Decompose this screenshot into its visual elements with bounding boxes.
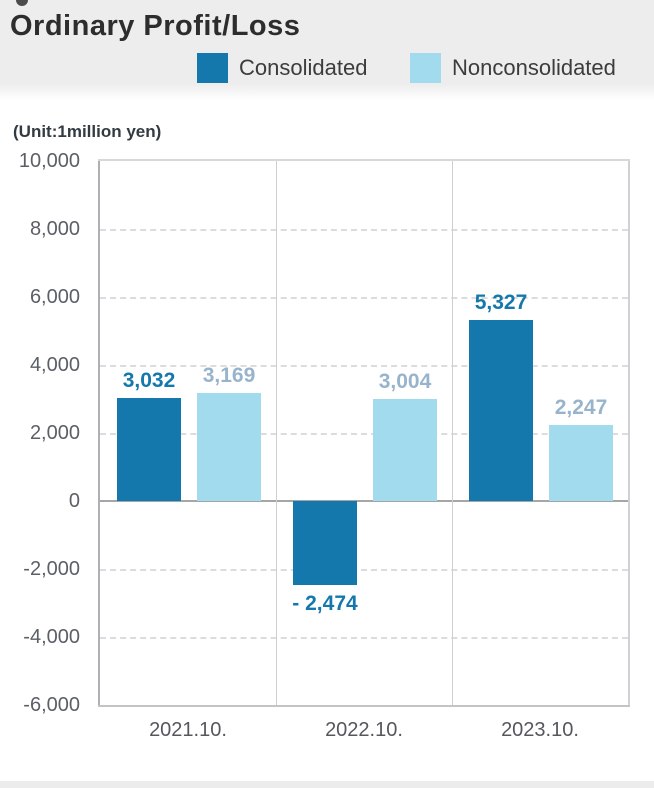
category-separator: [276, 161, 277, 705]
y-tick-label: 2,000: [29, 422, 80, 444]
legend-item-consolidated: Consolidated: [197, 52, 367, 84]
bar-value-label: 5,327: [474, 290, 528, 314]
consolidated-swatch: [197, 53, 228, 83]
legend-label-nonconsolidated: Nonconsolidated: [452, 55, 616, 80]
y-tick-label: 0: [68, 490, 80, 512]
gridline: [100, 297, 628, 299]
plot-area: 3,032 - 2,474 5,327 3,169 3,004 2,247: [100, 161, 628, 705]
plot-border-left: [98, 161, 100, 705]
chart-header: Ordinary Profit/Loss Consolidated Noncon…: [0, 0, 654, 102]
gridline: [100, 433, 628, 435]
y-axis: 10,000 8,000 6,000 4,000 2,000 0 -2,000 -4,000 -…: [0, 0, 80, 788]
chart-title: Ordinary Profit/Loss: [10, 10, 301, 42]
x-axis-label: 2023.10.: [501, 719, 579, 741]
screen-edge-artifact: [16, 0, 28, 6]
gridline: [100, 229, 628, 231]
bar-value-label: 2,247: [554, 395, 608, 419]
bar-consolidated-2022.10.: [293, 501, 357, 586]
y-tick-label: 10,000: [18, 150, 80, 172]
plot-border-bottom: [98, 705, 630, 707]
legend-item-nonconsolidated: Nonconsolidated: [410, 52, 616, 84]
bar-value-label: 3,169: [202, 364, 256, 388]
bar-value-label: 3,004: [378, 369, 432, 393]
plot-border-top: [98, 159, 630, 161]
legend-label-consolidated: Consolidated: [239, 55, 368, 80]
gridline: [100, 637, 628, 639]
y-tick-label: -2,000: [23, 558, 80, 580]
y-tick-label: -6,000: [23, 694, 80, 716]
bar-consolidated-2021.10.: [117, 397, 181, 501]
gridline: [100, 365, 628, 367]
unit-label: (Unit:1million yen): [13, 122, 162, 141]
y-tick-label: 4,000: [29, 354, 80, 376]
x-axis-label: 2022.10.: [325, 719, 403, 741]
bar-nonconsolidated-2022.10.: [373, 398, 437, 501]
zero-gridline: [100, 500, 628, 502]
nonconsolidated-swatch: [410, 53, 441, 83]
x-axis-label: 2021.10.: [149, 719, 227, 741]
bar-nonconsolidated-2023.10.: [549, 424, 613, 501]
gridline: [100, 569, 628, 571]
category-separator: [452, 161, 453, 705]
bar-value-label: - 2,474: [292, 592, 358, 616]
plot-border-right: [628, 161, 630, 705]
y-tick-label: 8,000: [29, 218, 80, 240]
y-tick-label: 6,000: [29, 286, 80, 308]
bar-value-label: 3,032: [122, 368, 176, 392]
legend: Consolidated Nonconsolidated: [0, 52, 654, 84]
bar-nonconsolidated-2021.10.: [197, 393, 261, 501]
bottom-strip: [0, 781, 654, 788]
y-tick-label: -4,000: [23, 626, 80, 648]
bar-consolidated-2023.10.: [469, 319, 533, 501]
